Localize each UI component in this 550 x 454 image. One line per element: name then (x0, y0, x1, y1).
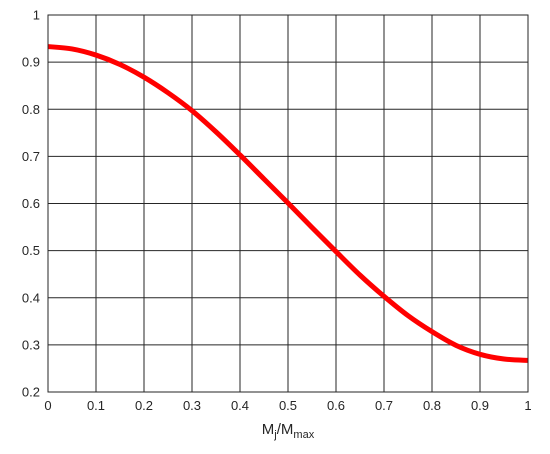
series-line (47, 44, 529, 363)
y-tick-label: 1 (33, 8, 40, 23)
y-tick-label: 0.7 (22, 149, 40, 164)
x-tick-label: 1 (524, 398, 531, 413)
x-tick-labels: 0 0.1 0.2 0.3 0.4 0.5 0.6 0.7 0.8 0.9 1 (44, 398, 531, 413)
x-label-sep: /M (277, 421, 294, 438)
y-tick-label: 0.5 (22, 243, 40, 258)
y-tick-label: 0.4 (22, 290, 40, 305)
x-tick-label: 0.6 (327, 398, 345, 413)
x-label-main: M (262, 421, 275, 438)
series-layer (47, 44, 529, 363)
x-axis-label: Mj/Mmax (262, 421, 315, 441)
x-tick-label: 0.8 (423, 398, 441, 413)
x-tick-label: 0.3 (183, 398, 201, 413)
x-tick-label: 0 (44, 398, 51, 413)
x-tick-label: 0.9 (471, 398, 489, 413)
x-tick-label: 0.2 (135, 398, 153, 413)
y-tick-label: 0.3 (22, 337, 40, 352)
y-tick-label: 0.2 (22, 385, 40, 400)
y-tick-label: 0.9 (22, 55, 40, 70)
y-tick-label: 0.8 (22, 102, 40, 117)
y-tick-label: 0.6 (22, 196, 40, 211)
x-tick-label: 0.4 (231, 398, 249, 413)
x-tick-label: 0.7 (375, 398, 393, 413)
plot-frame (47, 14, 529, 393)
y-tick-labels: 0.2 0.3 0.4 0.5 0.6 0.7 0.8 0.9 1 (22, 8, 40, 400)
x-tick-label: 0.5 (279, 398, 297, 413)
x-tick-label: 0.1 (87, 398, 105, 413)
x-label-sub2: max (293, 429, 314, 441)
x-label-sub1: j (273, 429, 276, 441)
